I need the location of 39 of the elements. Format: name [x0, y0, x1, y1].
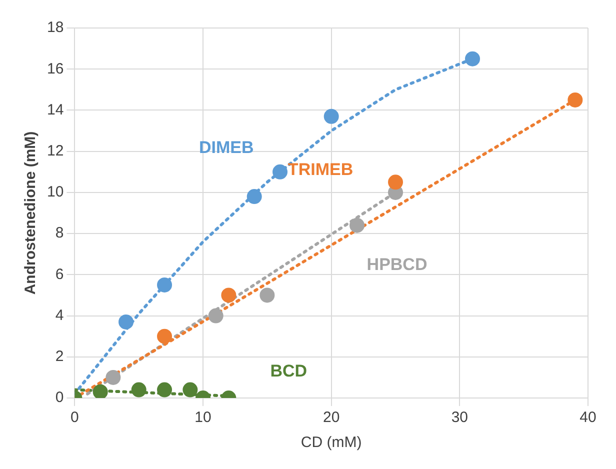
point	[157, 277, 172, 292]
y-tick-label: 8	[55, 224, 64, 242]
point	[246, 189, 262, 204]
point	[157, 382, 172, 398]
x-tick-label: 20	[323, 409, 340, 426]
point	[465, 51, 480, 66]
point	[350, 218, 365, 233]
y-axis-title: Androstenedione (mM)	[22, 131, 40, 295]
point	[272, 164, 288, 180]
point	[324, 108, 339, 124]
y-tick-label: 18	[46, 19, 64, 36]
x-tick-label: 40	[580, 409, 596, 426]
y-tick-label: 10	[46, 184, 64, 201]
y-tick-label: 12	[46, 142, 64, 160]
point	[208, 308, 224, 324]
text: TRIMEB	[288, 160, 354, 179]
y-tick-label: 0	[55, 389, 64, 406]
series-label: HPBCD	[366, 255, 428, 274]
point	[568, 92, 583, 108]
y-tick-label: 4	[55, 306, 64, 324]
point	[92, 384, 108, 398]
y-tick-label: 2	[55, 348, 64, 366]
point	[260, 288, 275, 303]
x-axis-title: CD (mM)	[300, 434, 362, 452]
point	[131, 382, 146, 398]
point	[182, 382, 198, 398]
text: BCD	[270, 362, 308, 381]
x-tick-label: 10	[194, 409, 212, 426]
y-tick-label: 6	[55, 266, 64, 283]
point	[106, 370, 121, 385]
x-tick-label: 30	[451, 409, 468, 426]
y-tick-label: 16	[46, 60, 64, 78]
point	[157, 328, 172, 344]
y-tick-label: 14	[46, 101, 64, 118]
point	[221, 288, 236, 303]
x-tick-label: 0	[70, 409, 79, 426]
point	[118, 314, 134, 330]
point	[388, 174, 404, 190]
series-label: DIMEB	[198, 138, 254, 158]
